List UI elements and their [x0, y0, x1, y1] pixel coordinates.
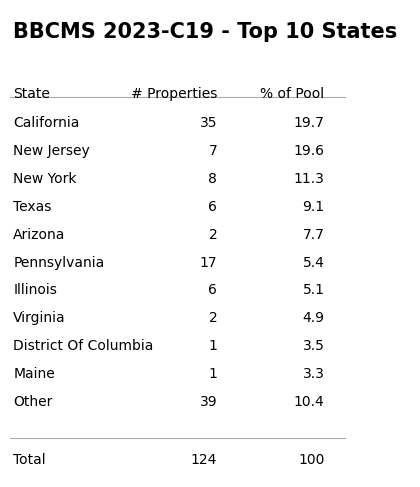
Text: 4.9: 4.9 — [302, 311, 325, 325]
Text: State: State — [13, 87, 50, 101]
Text: 2: 2 — [208, 311, 217, 325]
Text: Virginia: Virginia — [13, 311, 66, 325]
Text: 11.3: 11.3 — [294, 172, 325, 186]
Text: Total: Total — [13, 453, 46, 467]
Text: 1: 1 — [208, 367, 217, 381]
Text: # Properties: # Properties — [131, 87, 217, 101]
Text: 3.5: 3.5 — [303, 339, 325, 353]
Text: 19.7: 19.7 — [294, 116, 325, 130]
Text: 9.1: 9.1 — [302, 200, 325, 214]
Text: BBCMS 2023-C19 - Top 10 States: BBCMS 2023-C19 - Top 10 States — [13, 22, 397, 42]
Text: 17: 17 — [200, 256, 217, 269]
Text: California: California — [13, 116, 79, 130]
Text: New York: New York — [13, 172, 77, 186]
Text: Texas: Texas — [13, 200, 52, 214]
Text: District Of Columbia: District Of Columbia — [13, 339, 154, 353]
Text: 7: 7 — [208, 144, 217, 158]
Text: Illinois: Illinois — [13, 283, 57, 298]
Text: 8: 8 — [208, 172, 217, 186]
Text: 19.6: 19.6 — [294, 144, 325, 158]
Text: 5.1: 5.1 — [302, 283, 325, 298]
Text: Arizona: Arizona — [13, 227, 66, 242]
Text: 3.3: 3.3 — [303, 367, 325, 381]
Text: 5.4: 5.4 — [303, 256, 325, 269]
Text: Other: Other — [13, 395, 52, 409]
Text: New Jersey: New Jersey — [13, 144, 90, 158]
Text: % of Pool: % of Pool — [260, 87, 325, 101]
Text: 2: 2 — [208, 227, 217, 242]
Text: 100: 100 — [298, 453, 325, 467]
Text: 6: 6 — [208, 283, 217, 298]
Text: 39: 39 — [200, 395, 217, 409]
Text: Maine: Maine — [13, 367, 55, 381]
Text: Pennsylvania: Pennsylvania — [13, 256, 105, 269]
Text: 10.4: 10.4 — [294, 395, 325, 409]
Text: 35: 35 — [200, 116, 217, 130]
Text: 124: 124 — [191, 453, 217, 467]
Text: 1: 1 — [208, 339, 217, 353]
Text: 7.7: 7.7 — [303, 227, 325, 242]
Text: 6: 6 — [208, 200, 217, 214]
